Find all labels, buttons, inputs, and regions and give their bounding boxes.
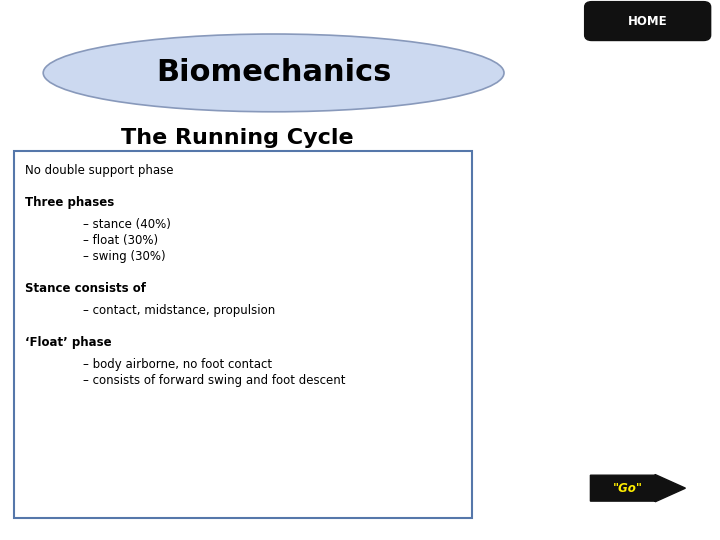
Text: – float (30%): – float (30%) (83, 234, 158, 247)
Text: – consists of forward swing and foot descent: – consists of forward swing and foot des… (83, 374, 346, 387)
Text: – swing (30%): – swing (30%) (83, 250, 166, 263)
Text: Biomechanics: Biomechanics (156, 58, 391, 87)
Text: No double support phase: No double support phase (25, 164, 174, 177)
Text: – stance (40%): – stance (40%) (83, 218, 171, 231)
Text: HOME: HOME (628, 15, 667, 28)
Text: The Running Cycle: The Running Cycle (121, 127, 354, 148)
Ellipse shape (43, 34, 504, 112)
FancyBboxPatch shape (585, 2, 711, 40)
FancyArrow shape (590, 475, 685, 502)
Text: Three phases: Three phases (25, 196, 114, 209)
Text: Stance consists of: Stance consists of (25, 282, 146, 295)
Text: ‘Float’ phase: ‘Float’ phase (25, 336, 112, 349)
Text: "Go": "Go" (613, 482, 643, 495)
Text: – body airborne, no foot contact: – body airborne, no foot contact (83, 358, 272, 371)
Text: – contact, midstance, propulsion: – contact, midstance, propulsion (83, 304, 275, 317)
FancyBboxPatch shape (14, 151, 472, 518)
